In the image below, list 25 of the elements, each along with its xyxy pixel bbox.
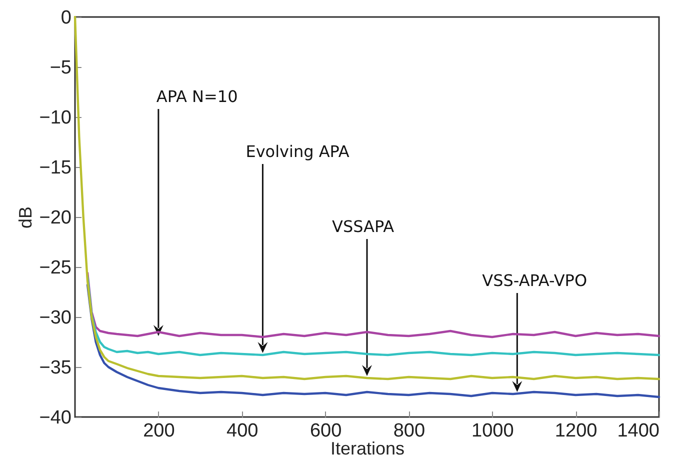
- y-tick-label: −10: [39, 108, 72, 128]
- y-tick-label: −25: [39, 258, 72, 278]
- y-axis-title: dB: [15, 206, 36, 229]
- line-series: [86, 272, 660, 338]
- x-tick-label: 1200: [554, 420, 598, 442]
- x-tick-label: 600: [310, 420, 342, 442]
- line-series: [74, 16, 660, 380]
- x-tick-label: 800: [393, 420, 426, 442]
- y-tick-label: −15: [39, 158, 72, 178]
- annotation: VSSAPA: [332, 217, 394, 236]
- x-tick-label: 200: [143, 420, 175, 442]
- y-tick-label: −40: [39, 408, 72, 428]
- annotation: VSS-APA-VPO: [482, 271, 588, 290]
- annotation: Evolving APA: [246, 142, 350, 161]
- y-tick-label: −35: [39, 358, 72, 378]
- x-tick-label: 1400: [617, 420, 660, 442]
- y-tick-label: −30: [39, 308, 72, 328]
- x-tick-label: 1000: [472, 420, 514, 442]
- y-tick-label: −5: [50, 58, 72, 78]
- x-axis-title: Iterations: [330, 438, 405, 458]
- y-tick-label: 0: [60, 8, 72, 28]
- annotation: APA N=10: [156, 87, 238, 106]
- line-series: [86, 276, 660, 356]
- x-tick-label: 400: [226, 420, 258, 442]
- y-tick-label: −20: [39, 208, 72, 228]
